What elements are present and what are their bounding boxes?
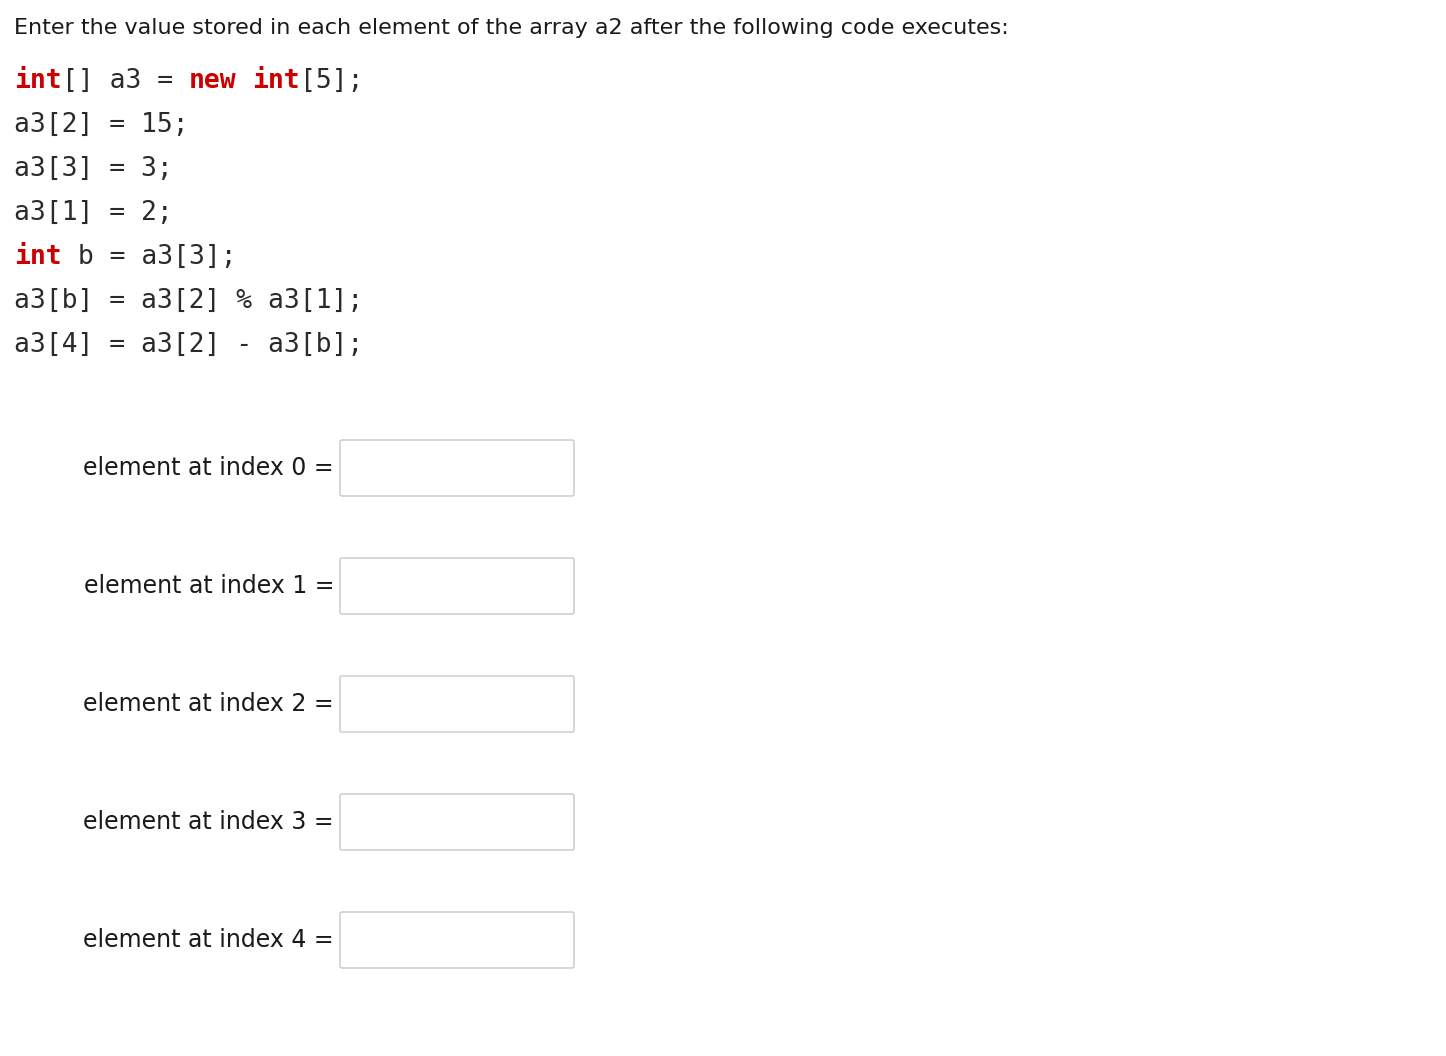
FancyBboxPatch shape — [340, 440, 574, 496]
Text: int: int — [14, 68, 62, 94]
Text: element at index 4 =: element at index 4 = — [84, 928, 334, 953]
FancyBboxPatch shape — [340, 558, 574, 614]
Text: int: int — [252, 68, 299, 94]
FancyBboxPatch shape — [340, 794, 574, 850]
FancyBboxPatch shape — [340, 676, 574, 732]
Text: element at index 0 =: element at index 0 = — [84, 456, 334, 480]
Text: [] a3 =: [] a3 = — [62, 68, 188, 94]
Text: a3[4] = a3[2] - a3[b];: a3[4] = a3[2] - a3[b]; — [14, 332, 363, 358]
FancyBboxPatch shape — [340, 912, 574, 968]
Text: new: new — [188, 68, 236, 94]
Text: a3[3] = 3;: a3[3] = 3; — [14, 156, 172, 182]
Text: b = a3[3];: b = a3[3]; — [62, 244, 236, 270]
Text: element at index 3 =: element at index 3 = — [84, 810, 334, 834]
Text: a3[1] = 2;: a3[1] = 2; — [14, 200, 172, 226]
Text: a3[b] = a3[2] % a3[1];: a3[b] = a3[2] % a3[1]; — [14, 288, 363, 314]
Text: int: int — [14, 244, 62, 270]
Text: Enter the value stored in each element of the array a2 after the following code : Enter the value stored in each element o… — [14, 18, 1009, 38]
Text: [5];: [5]; — [299, 68, 363, 94]
Text: element at index 2 =: element at index 2 = — [84, 692, 334, 716]
Text: a3[2] = 15;: a3[2] = 15; — [14, 112, 188, 138]
Text: element at index 1 =: element at index 1 = — [84, 574, 334, 598]
